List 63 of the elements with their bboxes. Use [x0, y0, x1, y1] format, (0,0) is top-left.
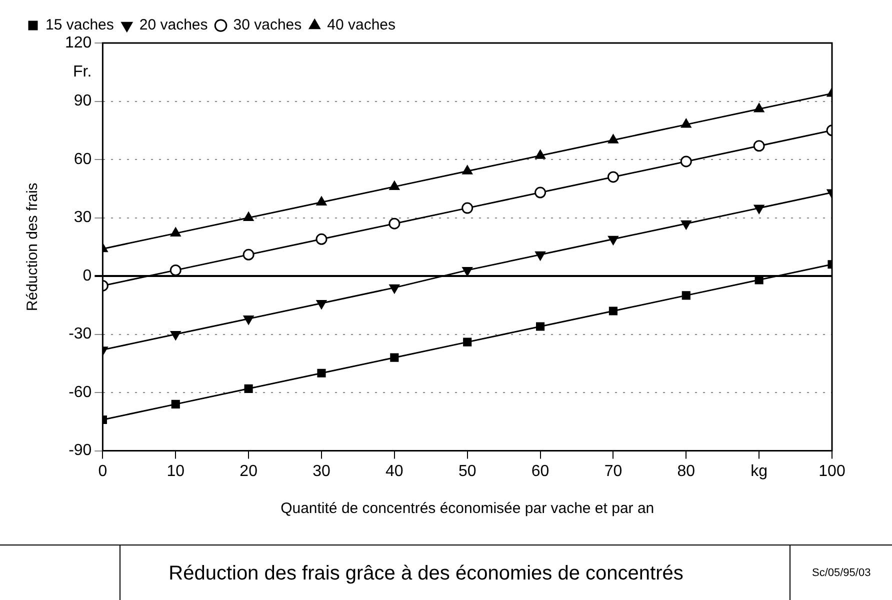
point	[462, 266, 472, 276]
y-tick-label: 0	[82, 267, 92, 284]
x-tick-label: 30	[312, 462, 330, 480]
point	[535, 150, 546, 159]
y-tick-label: -30	[68, 326, 92, 343]
point	[535, 251, 546, 260]
x-tick-label: kg	[750, 462, 768, 480]
point	[388, 218, 400, 230]
y-tick-label: 120	[64, 34, 92, 52]
y-tick-label: 90	[74, 92, 92, 110]
point	[536, 322, 545, 331]
x-tick-label: 50	[458, 462, 476, 480]
point	[316, 196, 327, 206]
point	[170, 331, 181, 340]
point	[316, 233, 328, 245]
text: Sc/05/95/03	[812, 567, 871, 580]
point	[462, 202, 474, 214]
x-tick-label: 40	[386, 462, 404, 480]
x-tick-label: 100	[818, 462, 846, 480]
x-tick-label: 70	[604, 462, 622, 480]
point	[243, 316, 254, 324]
point	[243, 212, 254, 222]
point	[753, 140, 765, 152]
point	[681, 220, 692, 230]
y-axis-title: Réduction des frais	[24, 182, 42, 312]
x-tick-label: 20	[240, 462, 258, 480]
y-tick-label: -90	[68, 442, 92, 460]
point	[534, 186, 546, 198]
point	[608, 236, 618, 245]
point	[244, 384, 253, 393]
point	[317, 368, 326, 378]
point	[680, 156, 692, 168]
point	[681, 118, 692, 128]
y-tick-label: 60	[74, 150, 92, 168]
point	[682, 291, 690, 300]
point	[316, 300, 327, 309]
y-tick-label: 30	[74, 209, 92, 226]
point	[462, 165, 472, 174]
x-tick-label: 80	[677, 462, 696, 480]
point	[754, 204, 764, 214]
point	[390, 353, 399, 362]
x-tick-label: 0	[98, 462, 108, 480]
legend-label: 30 vaches	[233, 16, 302, 34]
point	[607, 171, 619, 183]
x-tick-label: 60	[531, 462, 550, 480]
point	[389, 284, 400, 294]
point	[608, 134, 618, 144]
y-tick-label: Fr.	[73, 64, 92, 81]
point	[608, 306, 618, 316]
point	[754, 103, 764, 112]
point	[171, 400, 180, 408]
y-tick-label: -60	[68, 384, 92, 401]
legend-label: 15 vaches	[46, 16, 114, 34]
text: Réduction des frais grâce à des économies de concentrés	[168, 562, 684, 585]
point	[170, 228, 181, 237]
legend-label: 40 vaches	[327, 16, 396, 34]
x-tick-label: 10	[166, 462, 185, 480]
x-axis-title: Quantité de concentrés économisée par vache et par an	[280, 500, 654, 518]
point	[242, 248, 254, 260]
legend-label: 20 vaches	[139, 16, 208, 34]
point	[170, 264, 182, 276]
point	[463, 338, 472, 346]
point	[389, 180, 400, 190]
